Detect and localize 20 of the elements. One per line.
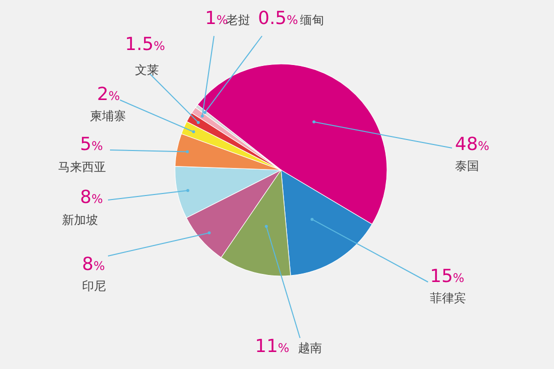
data-label: 8% <box>80 187 103 208</box>
slice-label: 文莱 <box>135 63 159 77</box>
data-label: 11% <box>255 336 290 357</box>
slice-label: 马来西亚 <box>58 160 106 174</box>
data-label: 8% <box>82 254 105 275</box>
slice-label: 柬埔寨 <box>90 109 126 123</box>
data-label: 2% <box>97 84 120 105</box>
data-label: 48% <box>455 134 490 155</box>
data-label: 5% <box>80 134 103 155</box>
data-label: 1% <box>205 8 228 29</box>
slice-label: 越南 <box>298 341 322 355</box>
slice-label: 泰国 <box>455 159 479 173</box>
slice-label: 菲律宾 <box>430 291 466 305</box>
data-label: 15% <box>430 266 464 287</box>
data-label: 0.5% <box>258 8 298 29</box>
slice-label: 缅甸 <box>300 13 324 27</box>
slice-label: 印尼 <box>82 279 106 293</box>
slice-label: 老挝 <box>226 13 250 27</box>
data-label: 1.5% <box>125 34 166 55</box>
slice-label: 新加坡 <box>62 213 98 227</box>
